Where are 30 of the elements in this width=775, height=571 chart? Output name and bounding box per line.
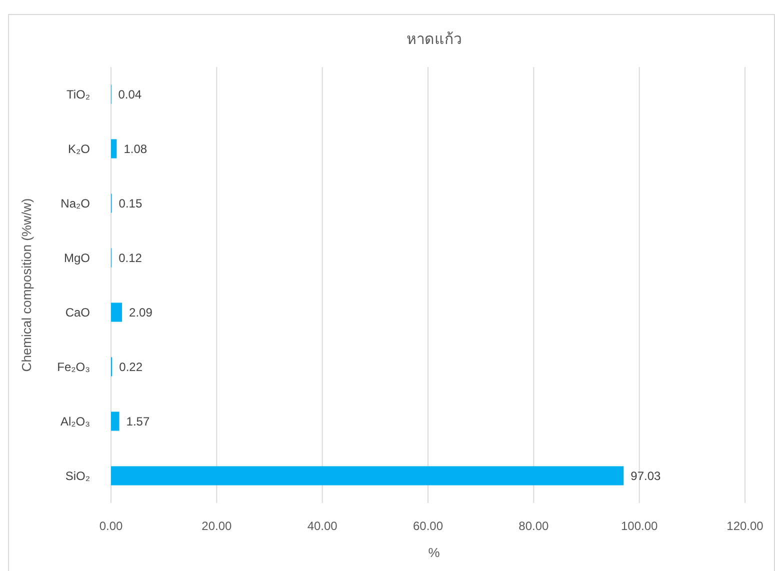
bar <box>111 139 117 158</box>
y-tick-label: MgO <box>64 250 90 265</box>
x-tick-label: 100.00 <box>620 519 658 533</box>
y-tick-label: K₂O <box>68 142 90 156</box>
data-label: 97.03 <box>630 468 661 483</box>
x-tick-label: 20.00 <box>202 519 232 533</box>
y-tick-label: Na₂O <box>60 196 90 210</box>
x-tick-label: 60.00 <box>412 519 444 533</box>
x-tick-label: 0.00 <box>99 519 123 533</box>
data-label: 0.04 <box>118 87 142 102</box>
data-label: 2.09 <box>129 305 153 320</box>
bar <box>111 302 122 322</box>
data-label: 0.22 <box>119 360 143 374</box>
x-tick-label: 40.00 <box>307 519 338 533</box>
y-axis-title: Chemical composition (%w/w) <box>19 198 34 372</box>
x-tick-label: 80.00 <box>518 519 550 533</box>
bar <box>111 466 624 486</box>
x-tick-label: 120.00 <box>726 519 764 533</box>
y-tick-label: Fe₂O₃ <box>57 360 90 374</box>
data-label: 1.08 <box>124 142 148 156</box>
y-tick-label: TiO₂ <box>66 87 90 102</box>
chart-title: หาดแก้ว <box>406 31 462 48</box>
data-label: 1.57 <box>126 414 150 428</box>
y-tick-label: SiO₂ <box>65 468 90 483</box>
x-axis-title: % <box>428 545 440 560</box>
y-tick-label: CaO <box>65 305 90 320</box>
bar <box>111 412 120 431</box>
data-label: 0.12 <box>118 250 142 265</box>
y-tick-label: Al₂O₃ <box>60 414 90 428</box>
data-label: 0.15 <box>118 196 142 210</box>
